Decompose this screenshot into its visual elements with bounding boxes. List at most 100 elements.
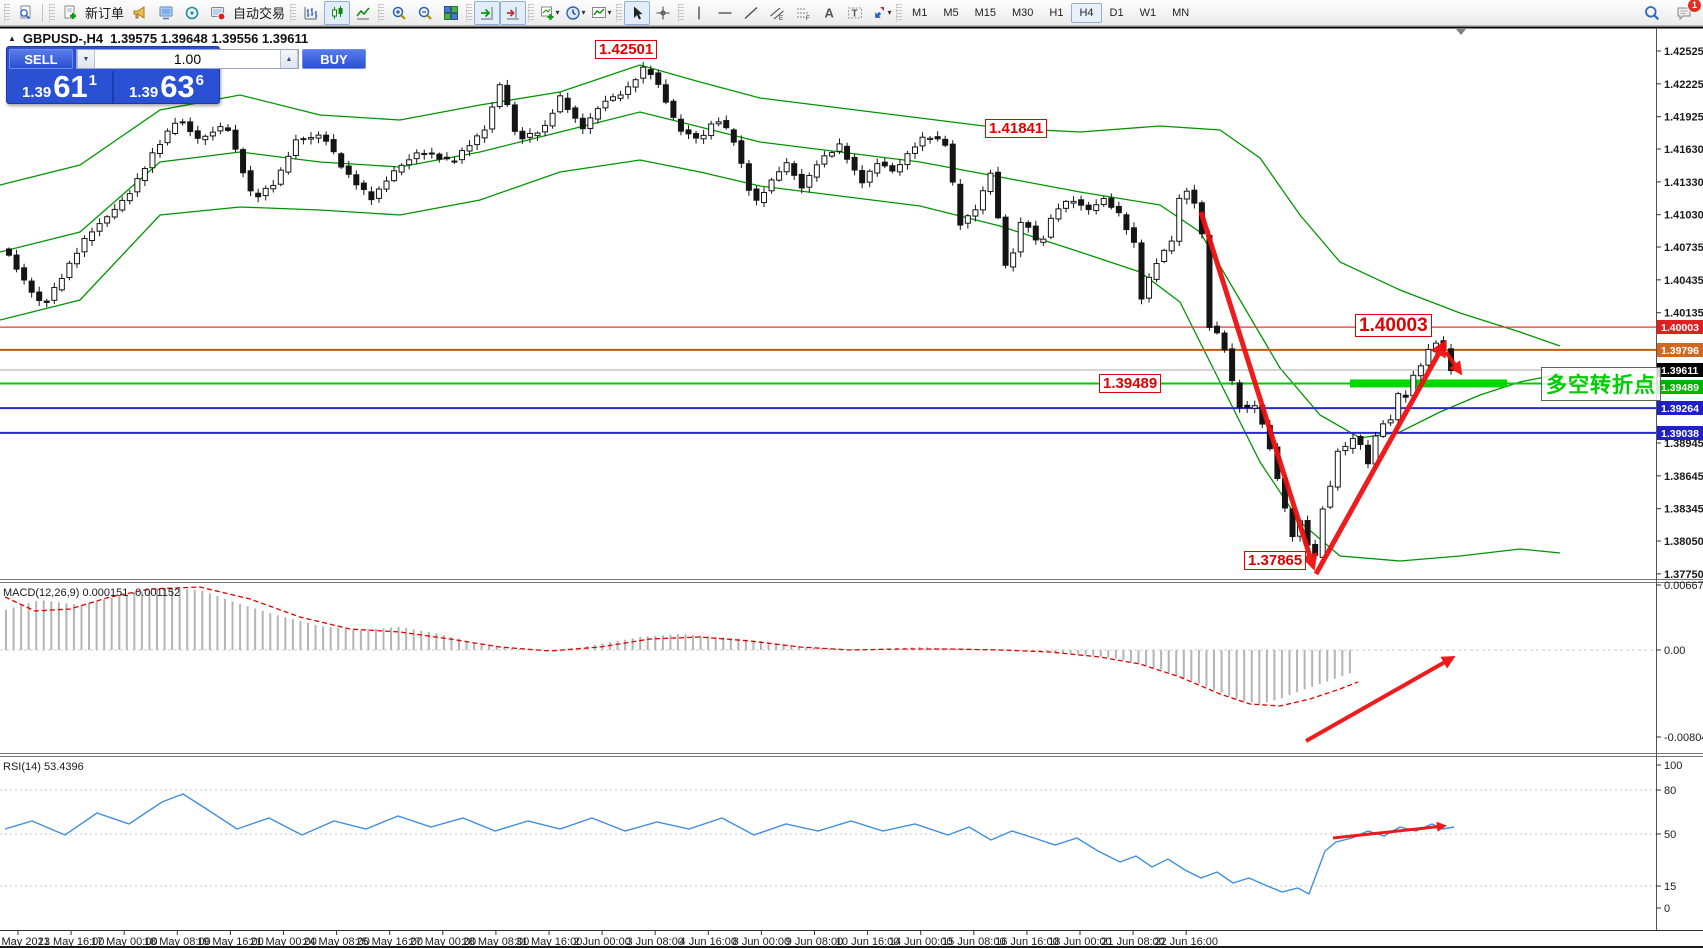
toolbar-grip[interactable] [678,3,685,22]
candle-body [474,135,481,146]
window-bottom-edge [0,946,1703,948]
cursor-button[interactable] [624,0,651,25]
timeframe-H1[interactable]: H1 [1049,6,1064,19]
notifications-button[interactable]: 1 [1671,0,1702,25]
price-callout-low[interactable]: 1.37865 [1244,551,1307,570]
candle-body [217,126,224,132]
candle-body [844,145,851,160]
toolbar-grip[interactable] [616,3,623,22]
trend-arrow[interactable] [1444,350,1463,376]
timeframe-W1[interactable]: W1 [1139,6,1157,19]
trend-arrow[interactable] [1198,211,1318,571]
terminal-button[interactable] [153,1,179,25]
candle-body [187,121,194,132]
line-chart-button[interactable] [350,1,376,25]
page-search-button[interactable] [12,1,38,25]
candle-body [859,170,866,184]
bar-chart-button[interactable] [298,1,324,25]
volume-decrease-button[interactable]: ▼ [77,50,95,68]
autotrading-button[interactable] [205,1,231,25]
market-watch-button[interactable] [179,1,205,25]
new-chart-button[interactable]: ▾ [536,1,562,25]
volume-increase-button[interactable]: ▲ [280,50,298,68]
buy-button[interactable]: BUY [302,49,366,69]
sell-button[interactable]: SELL [9,49,73,69]
trendline-button[interactable] [738,1,764,25]
chevron-down-icon[interactable]: ▾ [581,8,586,17]
time-axis-label: 21 Jun 08:00 [1101,936,1165,948]
toolbar-grip[interactable] [896,3,903,22]
chart-shift-marker-icon[interactable] [1456,29,1466,35]
buy-price[interactable]: 1.39 63 6 [112,71,219,103]
timeframe-M1[interactable]: M1 [912,6,928,19]
crosshair-button[interactable] [650,1,676,25]
turning-point-annotation[interactable]: 多空转折点 [1541,367,1661,401]
volume-input[interactable] [95,50,280,68]
price-callout-mid[interactable]: 1.41841 [985,119,1048,138]
toolbar-grip[interactable] [49,3,55,22]
toolbar-grip[interactable] [290,3,297,22]
chevron-down-icon[interactable]: ▾ [887,8,892,17]
candle-body [496,84,503,108]
rsi-axis-label: 15 [1664,881,1676,893]
candle-body [889,165,896,172]
search-button[interactable] [1639,1,1665,25]
rsi-pane[interactable]: RSI(14) 53.4396 [0,761,1656,896]
macd-pane[interactable]: MACD(12,26,9) 0.000151 -0.001152 [0,586,1656,707]
toolbar-grip[interactable] [4,3,10,22]
main-price-pane[interactable] [0,61,1656,562]
candle-body [881,161,888,167]
timeframe-M5[interactable]: M5 [943,6,959,19]
chevron-down-icon[interactable]: ▾ [555,8,560,17]
timeframe-H4[interactable]: H4 [1071,2,1102,23]
auto-scroll-button[interactable] [474,0,501,25]
autotrading-label[interactable]: 自动交易 [233,6,286,21]
sell-price[interactable]: 1.39 61 1 [7,71,112,103]
candle-body [549,112,556,127]
svg-text:T: T [852,8,858,19]
collapse-panel-icon[interactable]: ▲ [8,34,16,43]
timeframe-M30[interactable]: M30 [1012,6,1034,19]
vertical-line-button[interactable] [686,1,712,25]
candle-body [964,215,971,224]
toolbar-grip[interactable] [466,3,473,22]
candle-body [96,223,103,232]
text-button[interactable]: A [816,1,842,25]
clock-button[interactable]: ▾ [562,1,588,25]
candle-body [662,84,669,103]
fibonacci-button[interactable]: F [790,1,816,25]
chart-shift-button[interactable] [500,0,527,25]
timeframe-M15[interactable]: M15 [974,6,996,19]
toolbar-grip[interactable] [378,3,385,22]
alerts-horn-button[interactable] [127,1,153,25]
candle-body [828,152,835,157]
trend-arrow[interactable] [1313,339,1447,576]
candle-body [708,123,715,137]
timeframe-MN[interactable]: MN [1172,6,1190,19]
price-callout-support[interactable]: 1.39489 [1099,374,1162,393]
new-order-button[interactable] [57,1,83,25]
candle-body [979,190,986,211]
trend-arrow[interactable] [1332,821,1448,840]
indicators-button[interactable]: ▾ [588,1,614,25]
text-label-button[interactable]: T [842,1,868,25]
trend-arrow[interactable] [1305,655,1456,743]
timeframe-D1[interactable]: D1 [1109,6,1124,19]
new-order-label[interactable]: 新订单 [85,6,125,21]
support-highlight-segment[interactable] [1350,379,1507,388]
text-icon: A [821,5,837,21]
time-axis-label: 22 Jun 16:00 [1154,936,1218,948]
zoom-in-button[interactable] [386,1,412,25]
tile-windows-button[interactable] [438,1,464,25]
candle-body [164,130,171,144]
chevron-down-icon[interactable]: ▾ [607,8,612,17]
candlestick-button[interactable] [324,0,351,25]
arrows-button[interactable]: ▾ [868,1,894,25]
horizontal-line-button[interactable] [712,1,738,25]
price-callout-resistance[interactable]: 1.40003 [1355,314,1432,337]
zoom-out-button[interactable] [412,1,438,25]
toolbar-grip[interactable] [528,3,535,22]
channel-button[interactable]: E [764,1,790,25]
price-callout-high[interactable]: 1.42501 [595,40,658,59]
